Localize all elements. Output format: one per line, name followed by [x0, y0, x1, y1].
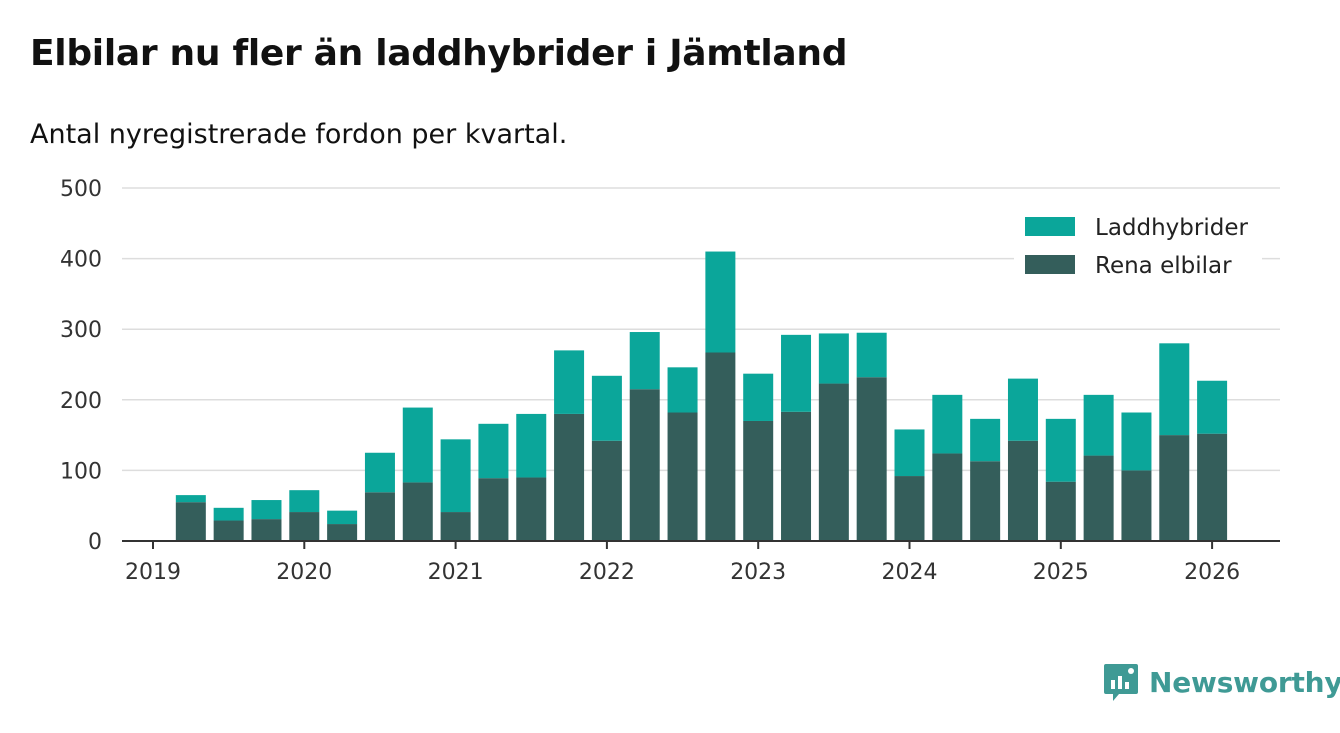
bar-laddhybrider-2024Q3 — [970, 418, 1001, 462]
bar-laddhybrider-2021Q1 — [440, 439, 471, 513]
bar-rena-elbilar-2025Q3 — [1121, 470, 1152, 541]
bar-rena-elbilar-2024Q1 — [894, 476, 925, 541]
bar-rena-elbilar-2020Q2 — [327, 524, 358, 541]
bar-laddhybrider-2025Q1 — [1045, 418, 1076, 482]
bar-rena-elbilar-2023Q3 — [818, 383, 849, 541]
bar-rena-elbilar-2021Q2 — [478, 478, 509, 541]
bar-laddhybrider-2025Q3 — [1121, 412, 1152, 471]
axes: 0 100 200 300 400 500 2019 2020 2021 2022 2023 2024… — [60, 177, 1280, 585]
bar-rena-elbilar-2024Q2 — [932, 453, 963, 541]
bar-laddhybrider-2023Q1 — [743, 373, 774, 421]
bar-rena-elbilar-2021Q1 — [440, 512, 471, 541]
y-tick-label-500: 500 — [60, 177, 102, 202]
bar-laddhybrider-2021Q3 — [516, 413, 547, 478]
legend-label-rena-elbilar: Rena elbilar — [1095, 253, 1232, 279]
bar-laddhybrider-2019Q4 — [251, 500, 282, 520]
brand-name: Newsworthy — [1149, 665, 1340, 699]
chart-subtitle: Antal nyregistrerade fordon per kvartal. — [30, 119, 568, 150]
x-tick-label-2021: 2021 — [428, 560, 484, 585]
bar-rena-elbilar-2025Q4 — [1159, 435, 1190, 541]
y-tick-label-200: 200 — [60, 389, 102, 414]
x-tick-label-2025: 2025 — [1033, 560, 1089, 585]
x-tick-label-2024: 2024 — [882, 560, 938, 585]
bar-laddhybrider-2020Q1 — [289, 490, 320, 513]
bar-laddhybrider-2025Q2 — [1083, 394, 1114, 456]
bar-laddhybrider-2022Q3 — [667, 367, 698, 413]
bar-rena-elbilar-2023Q4 — [856, 377, 887, 541]
bar-laddhybrider-2022Q4 — [705, 251, 736, 353]
bar-rena-elbilar-2020Q1 — [289, 512, 320, 541]
bar-laddhybrider-2023Q3 — [818, 333, 849, 384]
bar-laddhybrider-2023Q4 — [856, 332, 887, 378]
legend-swatch-laddhybrider — [1025, 217, 1075, 236]
bar-rena-elbilar-2021Q3 — [516, 477, 547, 541]
stacked-bar-chart: 0 100 200 300 400 500 2019 2020 2021 2022 2023 2024… — [60, 177, 1280, 585]
bar-laddhybrider-2023Q2 — [781, 334, 812, 412]
bar-rena-elbilar-2025Q1 — [1045, 481, 1076, 541]
x-tick-label-2026: 2026 — [1184, 560, 1240, 585]
bar-rena-elbilar-2026Q1 — [1197, 433, 1228, 541]
newsworthy-logo: Newsworthy — [1103, 662, 1340, 702]
bar-rena-elbilar-2019Q2 — [175, 502, 206, 541]
bar-rena-elbilar-2020Q3 — [364, 492, 395, 541]
bar-rena-elbilar-2023Q1 — [743, 420, 774, 541]
bar-rena-elbilar-2023Q2 — [781, 411, 812, 541]
bar-laddhybrider-2024Q1 — [894, 429, 925, 477]
y-tick-label-100: 100 — [60, 459, 102, 484]
bars — [175, 251, 1228, 541]
legend: Laddhybrider Rena elbilar — [1014, 210, 1262, 286]
chart-title: Elbilar nu fler än laddhybrider i Jämtla… — [30, 33, 848, 74]
bar-rena-elbilar-2020Q4 — [402, 482, 433, 541]
bar-rena-elbilar-2022Q3 — [667, 412, 698, 541]
bar-laddhybrider-2022Q2 — [629, 332, 660, 390]
x-tick-label-2022: 2022 — [579, 560, 635, 585]
bar-rena-elbilar-2024Q4 — [1007, 440, 1038, 541]
bar-laddhybrider-2021Q2 — [478, 423, 509, 479]
bar-laddhybrider-2020Q3 — [364, 452, 395, 493]
bar-rena-elbilar-2022Q2 — [629, 389, 660, 541]
bar-laddhybrider-2020Q2 — [327, 510, 358, 525]
legend-label-laddhybrider: Laddhybrider — [1095, 215, 1248, 241]
legend-swatch-rena-elbilar — [1025, 255, 1075, 274]
bar-laddhybrider-2021Q4 — [554, 350, 585, 414]
bar-rena-elbilar-2019Q4 — [251, 519, 282, 541]
bar-laddhybrider-2019Q3 — [213, 507, 244, 521]
newsworthy-logo-icon — [1104, 664, 1138, 701]
x-tick-label-2020: 2020 — [276, 560, 332, 585]
bar-rena-elbilar-2021Q4 — [554, 413, 585, 541]
bar-laddhybrider-2024Q4 — [1007, 378, 1038, 441]
bar-laddhybrider-2025Q4 — [1159, 343, 1190, 436]
y-tick-label-0: 0 — [88, 530, 102, 555]
bar-rena-elbilar-2025Q2 — [1083, 455, 1114, 541]
bar-rena-elbilar-2024Q3 — [970, 461, 1001, 541]
bar-rena-elbilar-2019Q3 — [213, 520, 244, 541]
bar-rena-elbilar-2022Q4 — [705, 352, 736, 541]
y-tick-label-400: 400 — [60, 248, 102, 273]
bar-laddhybrider-2019Q2 — [175, 495, 206, 503]
x-tick-label-2019: 2019 — [125, 560, 181, 585]
y-tick-label-300: 300 — [60, 318, 102, 343]
bar-laddhybrider-2024Q2 — [932, 394, 963, 454]
x-tick-label-2023: 2023 — [730, 560, 786, 585]
bar-laddhybrider-2020Q4 — [402, 407, 433, 483]
bar-rena-elbilar-2022Q1 — [591, 440, 622, 541]
bar-laddhybrider-2026Q1 — [1197, 380, 1228, 434]
bar-laddhybrider-2022Q1 — [591, 375, 622, 441]
